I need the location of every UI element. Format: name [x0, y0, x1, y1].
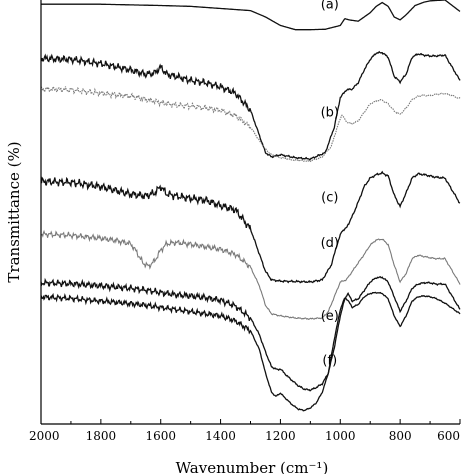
x-tick-label: 1600 — [145, 429, 176, 443]
spectrum-line-3 — [40, 170, 461, 284]
x-tick-label: 1000 — [325, 429, 356, 443]
spectrum-line-1 — [40, 50, 461, 161]
spectrum-line-f — [40, 291, 461, 412]
series-label-6: (f) — [322, 354, 337, 369]
x-tick-label: 2000 — [29, 429, 60, 443]
x-tick-label: 1400 — [205, 429, 236, 443]
spectrum-line-0 — [41, 0, 461, 31]
x-tick-label: 800 — [389, 429, 412, 443]
series-label-1: (b) — [321, 106, 339, 121]
spectrum-line-5 — [40, 276, 461, 392]
series-label-5: (e) — [321, 309, 339, 324]
x-tick-label: 1800 — [86, 429, 117, 443]
series-label-layer: (a) (b) (c) (d) (e) (f) — [321, 0, 339, 369]
series-label-0: (a) — [321, 0, 339, 13]
x-axis-title: Wavenumber (cm⁻¹) — [176, 459, 329, 474]
x-tick-label: 1200 — [265, 429, 296, 443]
x-tick-label: 600 — [437, 429, 460, 443]
y-axis-title: Transmittance (%) — [5, 141, 23, 282]
series-label-4: (d) — [321, 236, 339, 251]
series-label-3: (c) — [321, 190, 338, 205]
series-layer — [40, 0, 461, 412]
plot-background — [41, 0, 460, 424]
x-ticks: 2000 1800 1600 1400 1200 1000 800 600 — [29, 419, 461, 443]
spectrum-line-2 — [40, 85, 461, 163]
spectrum-line-4 — [40, 229, 461, 321]
